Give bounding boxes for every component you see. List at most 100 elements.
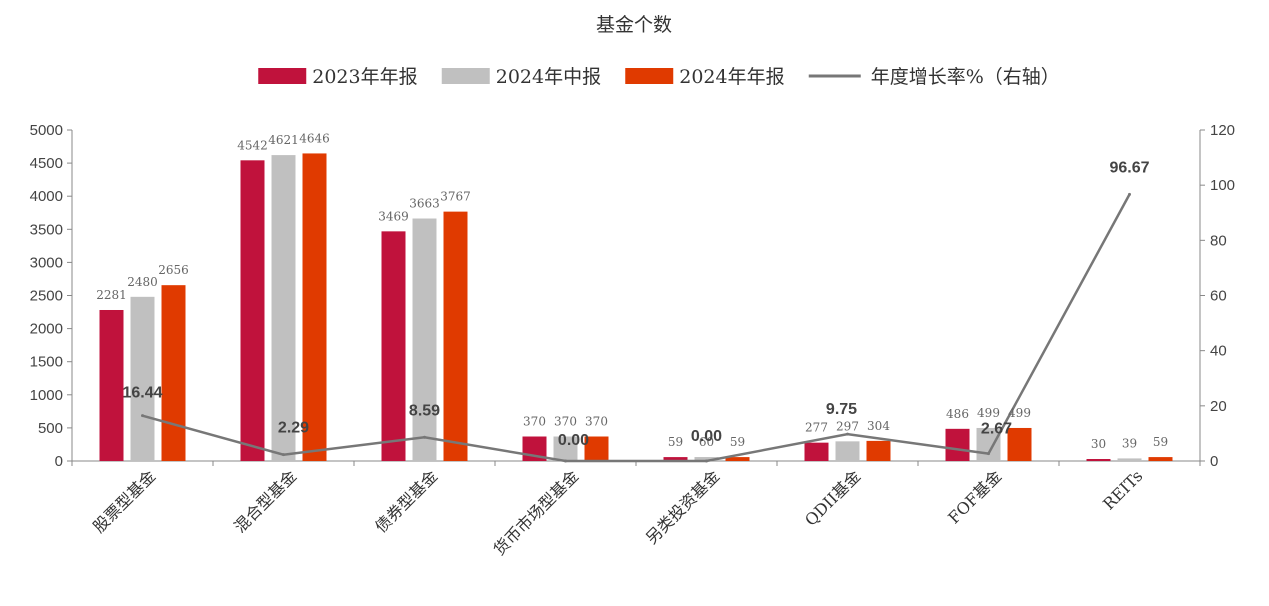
bar-value-label: 499 (1008, 406, 1031, 420)
bar-value-label: 3469 (378, 209, 409, 223)
bar-value-label: 370 (523, 415, 546, 429)
line-value-label: 2.29 (278, 420, 309, 437)
bar (584, 436, 609, 461)
bar (663, 457, 688, 461)
line-value-label: 0.00 (691, 428, 722, 445)
bar (443, 211, 468, 461)
bar (694, 457, 719, 461)
line-value-label: 9.75 (826, 401, 857, 418)
bar (835, 441, 860, 461)
chart-title: 基金个数 (596, 14, 672, 36)
legend-label: 2023年年报 (312, 66, 417, 88)
bar-value-label: 370 (585, 415, 608, 429)
bar (240, 160, 265, 462)
category-label: 货币市场型基金 (490, 466, 583, 559)
bar (1148, 457, 1173, 461)
legend-item: 2023年年报 (258, 66, 418, 88)
bar-value-label: 499 (977, 406, 1000, 420)
line-value-label: 16.44 (122, 385, 162, 402)
line-value-label: 8.59 (409, 402, 440, 419)
bar (302, 153, 327, 461)
left-tick-label: 1000 (30, 387, 63, 404)
left-tick-label: 0 (55, 453, 63, 470)
category-label: 混合型基金 (230, 466, 300, 536)
line-point (423, 435, 426, 439)
legend: 2023年年报 2024年中报 2024年年报 年度增长率%（右轴） (258, 66, 1060, 88)
line-point (705, 459, 708, 463)
legend-swatch (441, 68, 490, 84)
line-point (846, 432, 849, 436)
bar (412, 218, 437, 461)
category-label: REITs (1099, 466, 1146, 513)
bar (161, 285, 186, 461)
left-tick-label: 2000 (30, 321, 63, 338)
left-tick-label: 2500 (30, 288, 63, 305)
line-value-label: 96.67 (1109, 159, 1149, 176)
bar (945, 428, 970, 461)
bar-value-label: 59 (730, 435, 745, 449)
legend-item: 2024年年报 (625, 66, 785, 88)
legend-swatch (258, 68, 307, 84)
axes: 0500100015002000250030003500400045005000… (30, 122, 1235, 559)
right-tick-label: 100 (1210, 177, 1235, 194)
growth-line-layer (141, 192, 1131, 463)
bar-value-label: 4621 (268, 133, 299, 147)
bar-value-label: 2281 (96, 288, 127, 302)
right-tick-label: 0 (1210, 453, 1218, 470)
legend-label: 2024年年报 (679, 66, 784, 88)
bar-value-label: 59 (668, 435, 683, 449)
left-tick-label: 5000 (30, 122, 63, 139)
line-value-label: 0.00 (558, 432, 589, 449)
left-tick-label: 500 (38, 420, 63, 437)
bar-value-label: 30 (1091, 437, 1106, 451)
bar-value-label: 2656 (158, 263, 189, 277)
right-tick-label: 80 (1210, 232, 1227, 249)
bar (866, 440, 891, 461)
bar (130, 296, 155, 461)
bar (1117, 458, 1142, 461)
bar (553, 436, 578, 461)
line-point (564, 459, 567, 463)
legend-label: 年度增长率%（右轴） (871, 66, 1060, 88)
growth-line (142, 193, 1131, 463)
bar (99, 309, 124, 461)
bar (725, 457, 750, 461)
left-tick-label: 1500 (30, 354, 63, 371)
bar-value-label: 2480 (127, 275, 158, 289)
bar (804, 442, 829, 461)
value-labels: 2281 4542 3469 370 59 277 486 30 2480 4621 3663 370… (96, 131, 1168, 451)
line-value-label: 2.67 (981, 421, 1012, 438)
legend-swatch (625, 68, 674, 84)
line-point (1128, 192, 1131, 196)
bar-value-label: 59 (1153, 435, 1168, 449)
right-tick-label: 40 (1210, 343, 1227, 360)
right-tick-label: 120 (1210, 122, 1235, 139)
bar-value-label: 277 (805, 421, 828, 435)
bars (99, 153, 1173, 462)
category-label: QDII基金 (801, 466, 864, 529)
bar (976, 427, 1001, 461)
left-tick-label: 3500 (30, 221, 63, 238)
category-label: FOF基金 (944, 466, 1005, 527)
line-point (987, 452, 990, 456)
legend-item: 年度增长率%（右轴） (808, 66, 1060, 88)
bar-value-label: 4542 (237, 138, 268, 152)
bar (271, 155, 296, 462)
legend-item: 2024年中报 (441, 66, 601, 88)
bar-value-label: 3663 (409, 197, 440, 211)
right-tick-label: 60 (1210, 288, 1227, 305)
bar (1086, 459, 1111, 461)
category-label: 债券型基金 (371, 466, 441, 536)
bar-value-label: 60 (699, 435, 714, 449)
bar-value-label: 297 (836, 419, 859, 433)
bar (381, 231, 406, 461)
bar-value-label: 370 (554, 415, 577, 429)
bar-value-label: 3767 (440, 190, 471, 204)
legend-label: 2024年中报 (496, 66, 601, 88)
left-tick-label: 4500 (30, 155, 63, 172)
line-point (282, 453, 285, 457)
bar-value-label: 4646 (299, 131, 330, 145)
right-tick-label: 20 (1210, 398, 1227, 415)
